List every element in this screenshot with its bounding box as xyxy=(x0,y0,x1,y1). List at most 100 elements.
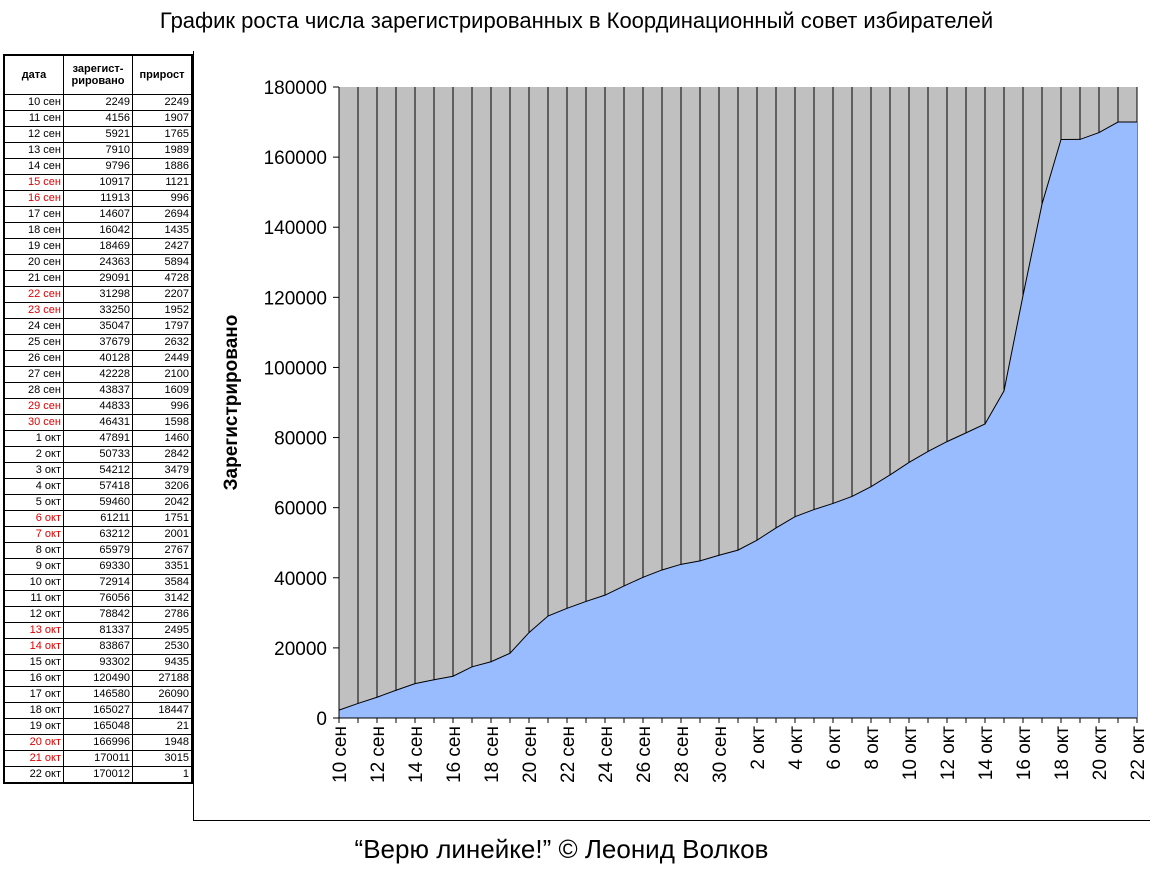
table-header-row: дата зарегист-рировано прирост xyxy=(3,54,193,95)
cell-date: 6 окт xyxy=(3,510,64,527)
table-row: 6 окт 61211 1751 xyxy=(3,510,193,527)
x-tick-label: 14 сен xyxy=(406,726,427,783)
y-tick-label: 20000 xyxy=(274,639,327,660)
data-point xyxy=(1003,390,1005,392)
data-point xyxy=(984,423,986,425)
data-point xyxy=(1022,295,1024,297)
y-tick-label: 0 xyxy=(316,709,327,730)
table-body: 10 сен 2249 2249 11 сен 4156 1907 12 сен 5921 17… xyxy=(3,94,193,784)
cell-registered: 42228 xyxy=(63,366,133,383)
data-point xyxy=(946,441,948,443)
x-tick-label: 20 окт xyxy=(1090,726,1111,781)
data-point xyxy=(452,675,454,677)
cell-date: 12 сен xyxy=(3,126,64,143)
y-tick-label: 180000 xyxy=(264,78,327,99)
cell-registered: 16042 xyxy=(63,222,133,239)
y-tick-label: 60000 xyxy=(274,499,327,520)
cell-growth: 2842 xyxy=(132,446,193,463)
data-point xyxy=(699,560,701,562)
cell-registered: 46431 xyxy=(63,414,133,431)
area-chart: 0 20000 40000 60000 80000 100000 120000 140000 1… xyxy=(221,78,1149,783)
table-row: 19 сен 18469 2427 xyxy=(3,238,193,255)
cell-growth: 1460 xyxy=(132,430,193,447)
x-tick-label: 26 сен xyxy=(634,726,655,783)
cell-registered: 43837 xyxy=(63,382,133,399)
data-point xyxy=(585,600,587,602)
cell-growth: 1121 xyxy=(132,174,193,191)
cell-registered: 170011 xyxy=(63,750,133,767)
x-tick-label: 20 сен xyxy=(520,726,541,783)
data-point xyxy=(1079,138,1081,140)
cell-growth: 2694 xyxy=(132,206,193,223)
cell-date: 8 окт xyxy=(3,542,64,559)
cell-growth: 3206 xyxy=(132,478,193,495)
cell-date: 11 окт xyxy=(3,590,64,607)
cell-date: 30 сен xyxy=(3,414,64,431)
cell-date: 28 сен xyxy=(3,382,64,399)
data-point xyxy=(414,683,416,685)
cell-growth: 2632 xyxy=(132,334,193,351)
cell-date: 17 окт xyxy=(3,686,64,703)
x-tick-label: 8 окт xyxy=(862,726,883,770)
cell-date: 12 окт xyxy=(3,606,64,623)
series-area xyxy=(339,122,1137,718)
data-point xyxy=(1136,121,1138,123)
cell-growth: 1989 xyxy=(132,142,193,159)
cell-date: 4 окт xyxy=(3,478,64,495)
table-row: 17 окт 146580 26090 xyxy=(3,686,193,703)
x-tick-label: 16 окт xyxy=(1014,726,1035,781)
cell-date: 22 окт xyxy=(3,766,64,784)
data-point xyxy=(433,679,435,681)
table-row: 9 окт 69330 3351 xyxy=(3,558,193,575)
table-row: 17 сен 14607 2694 xyxy=(3,206,193,223)
cell-growth: 27188 xyxy=(132,670,193,687)
data-point xyxy=(376,696,378,698)
cell-date: 24 сен xyxy=(3,318,64,335)
cell-registered: 72914 xyxy=(63,574,133,591)
cell-registered: 31298 xyxy=(63,286,133,303)
table-row: 1 окт 47891 1460 xyxy=(3,430,193,447)
cell-growth: 1751 xyxy=(132,510,193,527)
data-point xyxy=(870,486,872,488)
cell-date: 15 сен xyxy=(3,174,64,191)
column-header-growth: прирост xyxy=(132,54,193,95)
cell-registered: 63212 xyxy=(63,526,133,543)
y-tick-label: 160000 xyxy=(264,148,327,169)
data-point xyxy=(775,527,777,529)
cell-date: 26 сен xyxy=(3,350,64,367)
cell-growth: 1948 xyxy=(132,734,193,751)
table-row: 25 сен 37679 2632 xyxy=(3,334,193,351)
page-title: График роста числа зарегистрированных в … xyxy=(159,8,994,33)
cell-growth: 1907 xyxy=(132,110,193,127)
cell-registered: 59460 xyxy=(63,494,133,511)
cell-growth: 3584 xyxy=(132,574,193,591)
table-row: 5 окт 59460 2042 xyxy=(3,494,193,511)
cell-registered: 166996 xyxy=(63,734,133,751)
cell-growth: 1797 xyxy=(132,318,193,335)
cell-registered: 50733 xyxy=(63,446,133,463)
caption: “Верю линейке!” © Леонид Волков xyxy=(0,834,1153,865)
cell-growth: 3479 xyxy=(132,462,193,479)
cell-registered: 37679 xyxy=(63,334,133,351)
data-point xyxy=(832,502,834,504)
x-tick-label: 4 окт xyxy=(786,726,807,770)
cell-date: 20 сен xyxy=(3,254,64,271)
x-tick-label: 10 сен xyxy=(330,726,351,783)
table-row: 29 сен 44833 996 xyxy=(3,398,193,415)
cell-registered: 29091 xyxy=(63,270,133,287)
table-row: 15 сен 10917 1121 xyxy=(3,174,193,191)
cell-growth: 996 xyxy=(132,190,193,207)
data-table: дата зарегист-рировано прирост 10 сен 224… xyxy=(3,54,193,784)
x-tick-label: 18 сен xyxy=(482,726,503,783)
data-point xyxy=(889,474,891,476)
cell-date: 11 сен xyxy=(3,110,64,127)
x-tick-label: 10 окт xyxy=(900,726,921,781)
table-row: 23 сен 33250 1952 xyxy=(3,302,193,319)
table-row: 15 окт 93302 9435 xyxy=(3,654,193,671)
x-tick-label: 12 окт xyxy=(938,726,959,781)
cell-growth: 3142 xyxy=(132,590,193,607)
table-row: 18 окт 165027 18447 xyxy=(3,702,193,719)
cell-registered: 40128 xyxy=(63,350,133,367)
table-row: 10 сен 2249 2249 xyxy=(3,94,193,111)
table-row: 30 сен 46431 1598 xyxy=(3,414,193,431)
